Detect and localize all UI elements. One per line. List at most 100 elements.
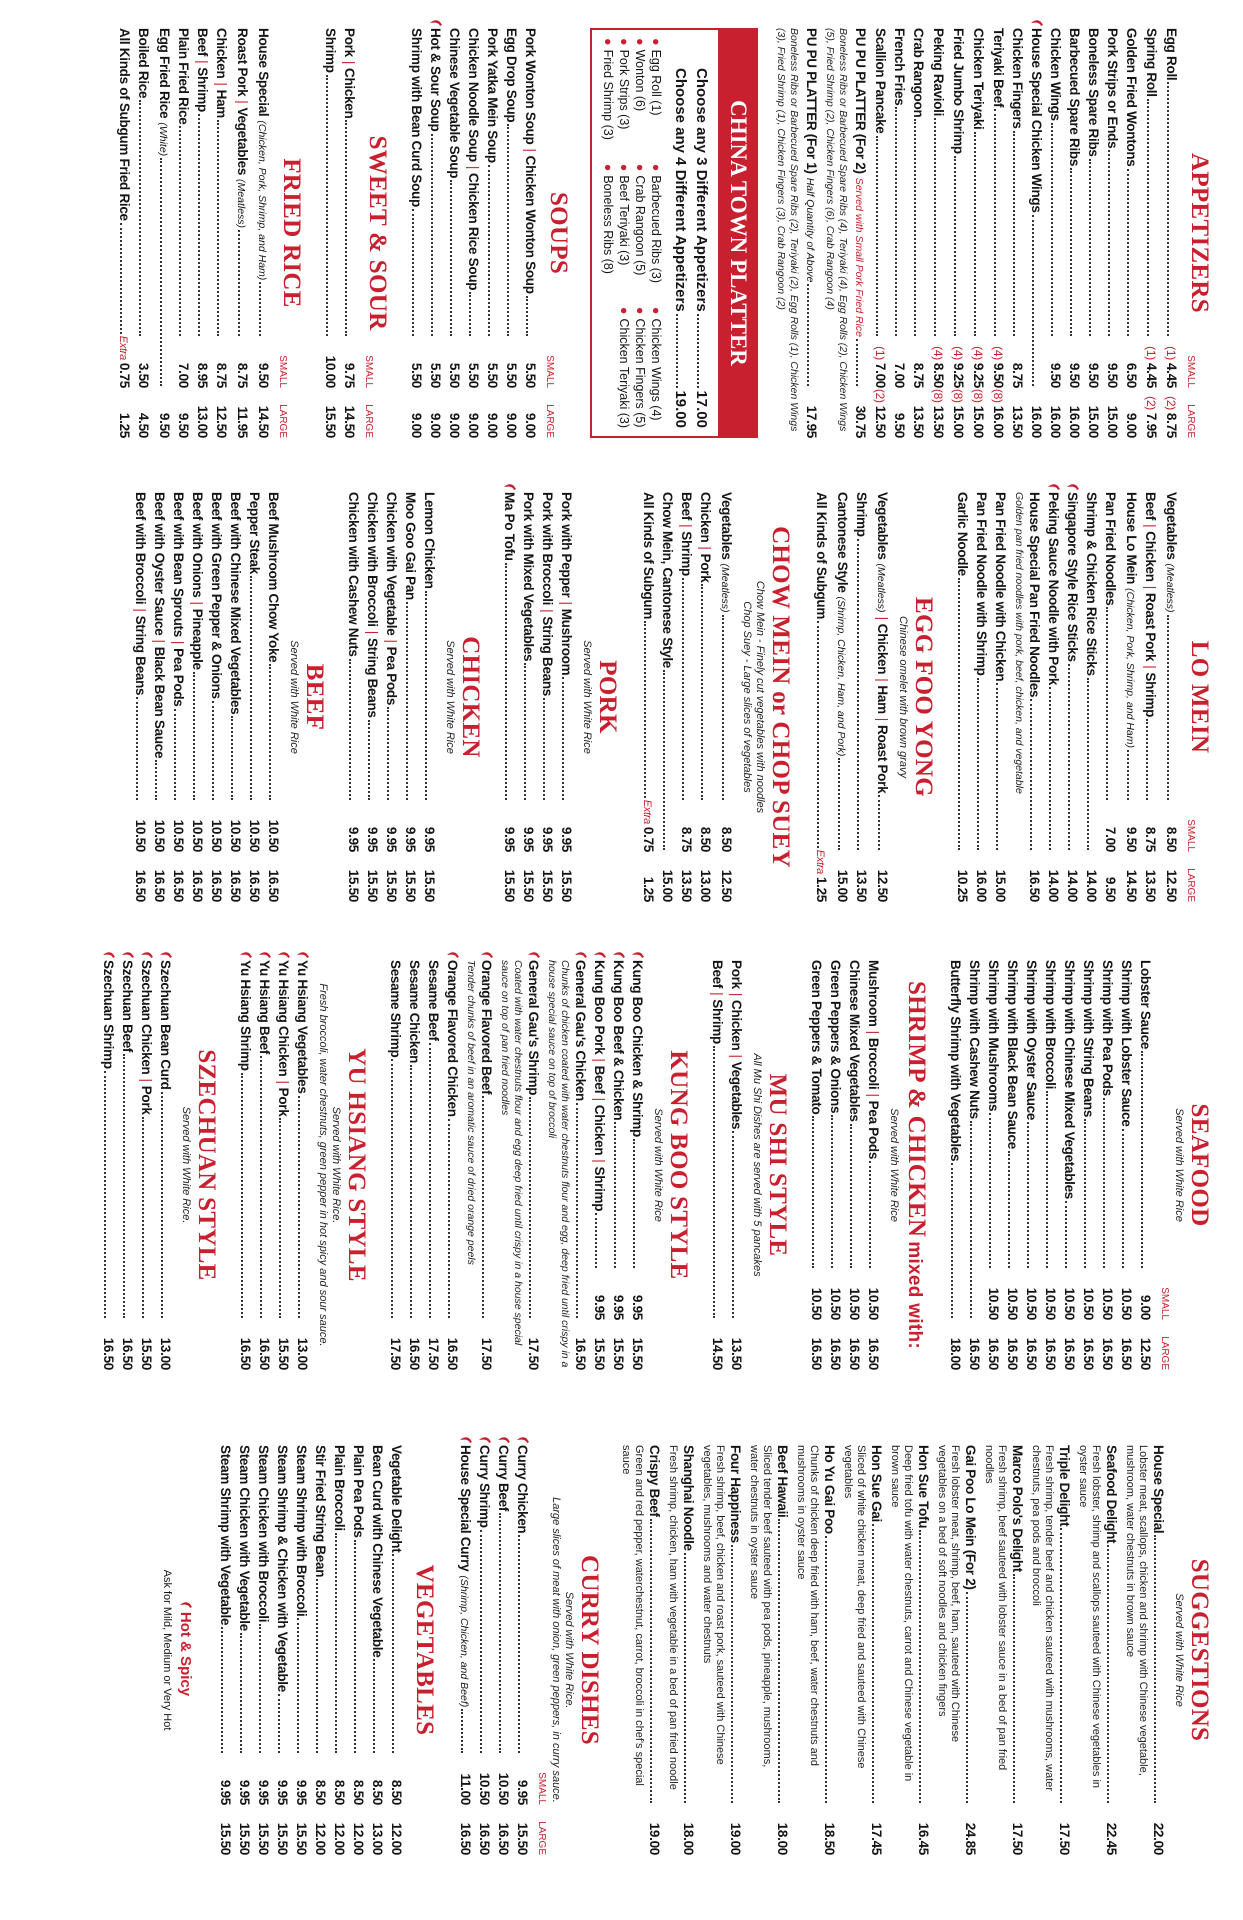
menu-item[interactable]: Chow Mein, Cantonese Style 15.00 [658, 492, 677, 902]
menu-item[interactable]: Plain Fried Rice 7.00 9.50 [174, 28, 193, 438]
menu-item[interactable]: Shrimp with Cashew Nuts 16.50 [965, 960, 984, 1370]
menu-item[interactable]: Beef | Chicken | Roast Pork | Shrimp 8.75 13.50 [1141, 492, 1160, 902]
menu-item[interactable]: Scallion Pancake (1) 7.00 (2) 12.50 [870, 28, 890, 438]
menu-item[interactable]: Shrimp with String Beans 10.50 16.50 [1079, 960, 1098, 1370]
menu-item[interactable]: Peking Ravioli (4) 8.50 (8) 13.50 [928, 28, 948, 438]
menu-item[interactable]: Vegetables (Meatless) 8.50 12.50 [1160, 492, 1181, 902]
menu-item[interactable]: Yu Hsiang Beef 16.50 [255, 952, 274, 1370]
menu-item[interactable]: Chicken | Ham 8.75 12.50 [212, 28, 231, 438]
menu-item[interactable]: Shrimp with Broccoli 10.50 16.50 [1041, 960, 1060, 1370]
menu-item[interactable]: Marco Polo's Delight 17.50 Fresh shrimp, b… [982, 1445, 1027, 1855]
menu-item[interactable]: Singapore Style Rice Sticks 14.00 [1063, 484, 1082, 902]
menu-item[interactable]: Triple Delight 17.50 Fresh shrimp, tender … [1029, 1445, 1074, 1855]
menu-item[interactable]: Golden Fried Wontons 6.50 9.00 [1122, 28, 1141, 438]
menu-item[interactable]: Shrimp & Chicken Rice Sticks 14.00 [1082, 492, 1101, 902]
menu-item[interactable]: House Lo Mein (Chicken, Pork, Shrimp, and… [1120, 492, 1141, 902]
menu-item[interactable]: Egg Fried Rice (White) 9.50 [153, 28, 174, 438]
menu-item[interactable]: House Special Pan Fried Noodles 16.50 Gold… [1012, 492, 1044, 902]
menu-item[interactable]: Steam Shrimp with Vegetable 9.95 15.50 [216, 1445, 235, 1855]
menu-item[interactable]: Pork Yatka Mein Soup 5.50 9.00 [483, 28, 502, 438]
menu-item[interactable]: Cantonese Style (Shrimp, Chicken, Ham, an… [831, 492, 852, 902]
menu-item[interactable]: Beef with Onions | Pineapple 10.50 16.50 [188, 492, 207, 902]
menu-item[interactable]: Lemon Chicken 9.95 15.50 [420, 492, 439, 902]
menu-item[interactable]: Green Peppers & Tomato 10.50 16.50 [807, 960, 826, 1370]
menu-item[interactable]: Boneless Spare Ribs 9.50 15.00 [1084, 28, 1103, 438]
menu-item[interactable]: Chinese Vegetable Soup 5.50 9.00 [445, 28, 464, 438]
menu-item[interactable]: Bean Curd with Chinese Vegetable 8.50 13.0… [368, 1445, 387, 1855]
menu-item[interactable]: Chicken with Cashew Nuts 9.95 15.50 [344, 492, 363, 902]
menu-item[interactable]: Orange Flavored Beef 17.50 Tender chunks o… [464, 952, 496, 1370]
menu-item[interactable]: Barbecued Spare Ribs 9.50 16.00 [1065, 28, 1084, 438]
menu-item[interactable]: Stir Fried String Bean 8.50 12.00 [311, 1445, 330, 1855]
menu-item[interactable]: Yu Hsiang Vegetables 13.00 [293, 952, 312, 1370]
menu-item[interactable]: Vegetables (Meatless) | Chicken | Ham | Roast P… [871, 492, 892, 902]
menu-item[interactable]: Shrimp with Black Bean Sauce 10.50 16.50 [1003, 960, 1022, 1370]
menu-item[interactable]: Beef Hawaii 18.00 Sliced tender beef saute… [747, 1445, 792, 1855]
menu-item[interactable]: Hon Sue Tofu 16.45 Deep fried tofu with wa… [888, 1445, 933, 1855]
menu-item[interactable]: House Special 22.00 Lobster meat, scallops… [1123, 1445, 1168, 1855]
menu-item[interactable]: Garlic Noodle 10.25 [953, 492, 972, 902]
menu-item[interactable]: Shrimp with Oyster Sauce 10.50 16.50 [1022, 960, 1041, 1370]
menu-item[interactable]: Spring Roll (1) 4.45 (2) 7.95 [1141, 28, 1161, 438]
menu-item[interactable]: Ho Yu Gai Poo 18.50 Chunks of chicken deep… [794, 1445, 839, 1855]
menu-item[interactable]: Steam Chicken with Broccoli 9.95 15.50 [254, 1445, 273, 1855]
menu-item[interactable]: PU PU PLATTER (For 1) Half Quantity of Ab… [774, 28, 821, 438]
menu-item[interactable]: Yu Hsiang Shrimp 16.50 [236, 952, 255, 1370]
menu-item[interactable]: Pork with Broccoli | String Beans 9.95 15.50 [538, 492, 557, 902]
menu-item[interactable]: House Special (Chicken, Pork, Shrimp, and… [252, 28, 273, 438]
menu-item[interactable]: General Gau's Chicken 16.50 Chunks of chic… [545, 952, 590, 1370]
menu-item[interactable]: Crab Rangoon 8.75 13.50 [909, 28, 928, 438]
menu-item[interactable]: Sesame Chicken 16.50 [405, 960, 424, 1370]
menu-item[interactable]: Moo Goo Gai Pan 9.95 15.50 [401, 492, 420, 902]
menu-item[interactable]: Pork Wonton Soup | Chicken Wonton Soup 5.50… [521, 28, 540, 438]
menu-item[interactable]: Steam Shrimp with Broccoli 9.95 15.50 [292, 1445, 311, 1855]
menu-item[interactable]: Crispy Beef 19.00 Green and red pepper, wa… [619, 1445, 664, 1855]
menu-item[interactable]: Beef with Bean Sprouts | Pea Pods 10.50 16.5… [169, 492, 188, 902]
menu-item[interactable]: Boiled Rice 3.50 4.50 [134, 28, 153, 438]
menu-item[interactable]: Shrimp with Chinese Mixed Vegetables 10.5… [1060, 960, 1079, 1370]
menu-item[interactable]: French Fries 7.00 9.50 [890, 28, 909, 438]
menu-item[interactable]: All Kinds of Subgum Extra 1.25 [810, 492, 831, 902]
menu-item[interactable]: Green Peppers & Onions 10.50 16.50 [826, 960, 845, 1370]
menu-item[interactable]: Shrimp with Bean Curd Soup 5.50 9.00 [407, 28, 426, 438]
menu-item[interactable]: Hon Sue Gai 17.45 Sliced of white chicken … [841, 1445, 886, 1855]
menu-item[interactable]: Kung Boo Pork | Beef | Chicken | Shrimp 9.95 15.… [590, 952, 609, 1370]
menu-item[interactable]: Kung Boo Chicken & Shrimp 9.95 15.50 [628, 952, 647, 1370]
menu-item[interactable]: Beef with Broccoli | String Beans 10.50 16.5… [131, 492, 150, 902]
menu-item[interactable]: Plain Pea Pods 8.50 12.00 [349, 1445, 368, 1855]
menu-item[interactable]: Beef | Shrimp 8.75 13.50 [677, 492, 696, 902]
menu-item[interactable]: Vegetable Delight 8.50 12.00 [387, 1445, 406, 1855]
menu-item[interactable]: Shrimp with Pea Pods 10.50 16.50 [1098, 960, 1117, 1370]
menu-item[interactable]: Pan Fried Noodles 7.00 9.50 [1101, 492, 1120, 902]
menu-item[interactable]: Curry Chicken 9.95 15.50 [513, 1437, 532, 1855]
menu-item[interactable]: House Special Chicken Wings 16.00 [1027, 20, 1046, 438]
menu-item[interactable]: Butterfly Shrimp with Vegetables 18.00 [946, 960, 965, 1370]
menu-item[interactable]: Szechuan Beef 16.50 [118, 952, 137, 1370]
menu-item[interactable]: All Kinds of Subgum Extra 0.75 1.25 [637, 492, 658, 902]
menu-item[interactable]: Curry Shrimp 10.50 16.50 [475, 1437, 494, 1855]
menu-item[interactable]: Pork | Chicken | Vegetables 13.50 [727, 960, 746, 1370]
menu-item[interactable]: Pork with Pepper | Mushroom 9.95 15.50 [557, 492, 576, 902]
menu-item[interactable]: Egg Drop Soup 5.50 9.00 [502, 28, 521, 438]
menu-item[interactable]: Pan Fried Noodle with Chicken 15.00 [991, 492, 1010, 902]
menu-item[interactable]: Curry Beef 10.50 16.50 [494, 1437, 513, 1855]
menu-item[interactable]: Chicken Fingers 8.75 13.50 [1008, 28, 1027, 438]
menu-item[interactable]: Beef with Oyster Sauce | Black Bean Sauce 1… [150, 492, 169, 902]
menu-item[interactable]: Roast Pork | Vegetables (Meatless) 8.75 11.95 [231, 28, 252, 438]
menu-item[interactable]: Beef with Chinese Mixed Vegetables 10.50 1… [226, 492, 245, 902]
menu-item[interactable]: Pan Fried Noodle with Shrimp 16.00 [972, 492, 991, 902]
menu-item[interactable]: Four Happiness 19.00 Fresh shrimp, beef, c… [700, 1445, 745, 1855]
menu-item[interactable]: Shrimp 13.50 [852, 492, 871, 902]
menu-item[interactable]: Steam Chicken with Vegetable 9.95 15.50 [235, 1445, 254, 1855]
menu-item[interactable]: Kung Boo Beef & Chicken 9.95 15.50 [609, 952, 628, 1370]
menu-item[interactable]: Mushroom | Broccoli | Pea Pods 10.50 16.50 [864, 960, 883, 1370]
menu-item[interactable]: Sesame Beef 17.50 [424, 960, 443, 1370]
menu-item[interactable]: Seafood Delight 22.45 Fresh lobster, shrim… [1076, 1445, 1121, 1855]
menu-item[interactable]: Orange Flavored Chicken 16.50 [443, 952, 462, 1370]
menu-item[interactable]: Pork Strips or Ends 9.50 15.00 [1103, 28, 1122, 438]
menu-item[interactable]: Lobster Sauce 9.00 12.50 [1136, 960, 1155, 1370]
menu-item[interactable]: Chicken Teriyaki (4) 9.25 (8) 15.00 [968, 28, 988, 438]
menu-item[interactable]: Beef | Shrimp 14.50 [708, 960, 727, 1370]
menu-item[interactable]: Shanghai Noodle 18.00 Fresh shrimp, chicke… [666, 1445, 698, 1855]
menu-item[interactable]: Shrimp 10.00 15.50 [321, 28, 340, 438]
